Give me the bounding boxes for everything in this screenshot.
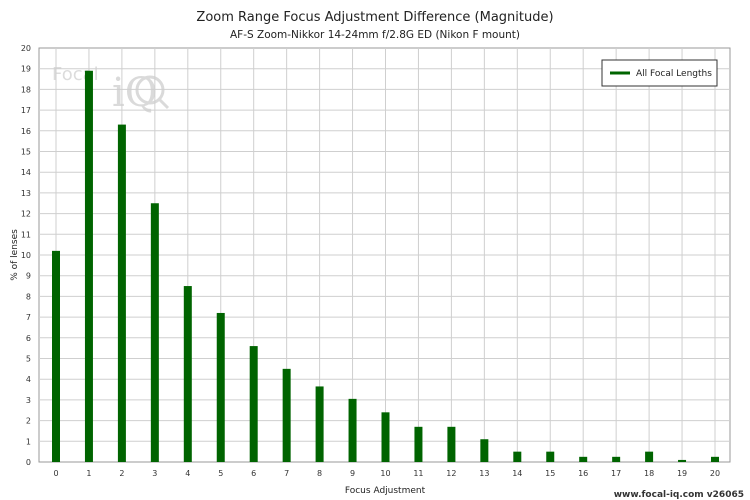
y-tick-label: 19 <box>21 65 31 74</box>
bar <box>348 398 357 462</box>
x-axis-title: Focus Adjustment <box>345 486 426 496</box>
x-tick-label: 13 <box>479 469 489 478</box>
y-tick-label: 7 <box>26 313 31 322</box>
x-tick-label: 17 <box>611 469 621 478</box>
x-tick-label: 16 <box>578 469 588 478</box>
y-tick-label: 0 <box>26 458 31 467</box>
bar <box>150 203 159 462</box>
x-tick-label: 8 <box>317 469 322 478</box>
y-tick-label: 18 <box>21 85 31 94</box>
y-tick-label: 3 <box>26 396 31 405</box>
y-tick-label: 1 <box>26 437 31 446</box>
y-tick-label: 5 <box>26 355 31 364</box>
y-tick-label: 9 <box>26 272 31 281</box>
magnifier-handle-icon <box>157 97 170 110</box>
bar <box>84 70 93 463</box>
chart-subtitle: AF-S Zoom-Nikkor 14-24mm f/2.8G ED (Niko… <box>230 29 520 41</box>
bar <box>183 286 192 462</box>
x-tick-label: 2 <box>119 469 124 478</box>
bar <box>579 456 588 462</box>
x-tick-label: 11 <box>413 469 423 478</box>
y-tick-label: 4 <box>26 375 31 384</box>
legend-label: All Focal Lengths <box>636 69 712 79</box>
x-tick-label: 14 <box>512 469 522 478</box>
x-tick-label: 10 <box>380 469 390 478</box>
bar <box>447 426 456 462</box>
y-tick-label: 13 <box>21 189 31 198</box>
y-tick-label: 6 <box>26 334 31 343</box>
magnifier-icon <box>135 75 165 105</box>
x-tick-label: 0 <box>53 469 58 478</box>
bar <box>546 451 555 462</box>
x-tick-label: 15 <box>545 469 555 478</box>
bar <box>117 124 126 462</box>
bar <box>282 368 291 462</box>
x-tick-label: 12 <box>446 469 456 478</box>
chart-title: Zoom Range Focus Adjustment Difference (… <box>196 10 553 25</box>
bar <box>216 312 225 462</box>
watermark-logo: Focal iQ <box>52 64 170 116</box>
y-tick-label: 12 <box>21 210 31 219</box>
y-tick-label: 14 <box>21 168 31 177</box>
x-tick-label: 18 <box>644 469 654 478</box>
x-tick-label: 19 <box>677 469 687 478</box>
bar <box>315 386 324 462</box>
x-tick-label: 4 <box>185 469 190 478</box>
x-tick-label: 3 <box>152 469 157 478</box>
bar <box>52 250 60 462</box>
bar <box>414 426 423 462</box>
bar <box>711 456 719 462</box>
y-tick-label: 16 <box>21 127 31 136</box>
y-axis-title: % of lenses <box>10 229 20 281</box>
y-tick-label: 8 <box>26 292 31 301</box>
legend: All Focal Lengths <box>601 59 718 87</box>
bar <box>249 346 258 462</box>
bar <box>513 451 522 462</box>
footer-credit: www.focal-iq.com v26065 <box>614 490 744 500</box>
y-tick-label: 2 <box>26 417 31 426</box>
x-tick-label: 5 <box>218 469 223 478</box>
x-tick-label: 7 <box>284 469 289 478</box>
bar <box>381 412 390 462</box>
bar <box>480 439 489 462</box>
bar <box>678 459 687 462</box>
y-tick-label: 11 <box>21 230 31 239</box>
x-tick-label: 20 <box>710 469 720 478</box>
y-tick-label: 10 <box>21 251 31 260</box>
x-tick-label: 9 <box>350 469 355 478</box>
x-tick-label: 1 <box>86 469 91 478</box>
bar <box>612 456 621 462</box>
y-tick-label: 15 <box>21 148 31 157</box>
y-tick-label: 20 <box>21 44 31 53</box>
bar <box>645 451 654 462</box>
y-tick-label: 17 <box>21 106 31 115</box>
x-tick-label: 6 <box>251 469 256 478</box>
